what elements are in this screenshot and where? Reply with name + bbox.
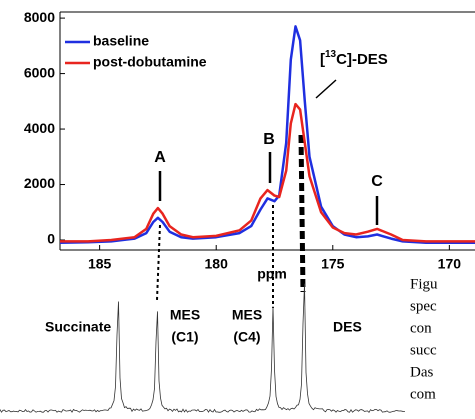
legend-label: baseline [93, 33, 149, 49]
x-tick-label: 180 [205, 256, 229, 272]
caption-line: com [410, 386, 436, 402]
spectrum-label: (C4) [233, 329, 260, 345]
peak-label: C [371, 173, 383, 190]
caption-line: con [410, 320, 432, 336]
peak-label: B [263, 131, 275, 148]
y-tick-label: 8000 [24, 9, 55, 25]
peak-label: A [154, 149, 166, 166]
caption-line: succ [410, 342, 437, 358]
spectrum-label: MES [170, 307, 200, 323]
spectrum-label: MES [232, 307, 262, 323]
legend-label: post-dobutamine [93, 54, 207, 70]
figure: ppm A B C [13C]-DES Succinate MES (C1) M… [0, 0, 475, 419]
caption-line: Figu [410, 276, 438, 292]
spectrum-label: Succinate [45, 319, 111, 335]
x-tick-label: 175 [321, 256, 345, 272]
y-tick-label: 6000 [24, 64, 55, 80]
x-tick-label: 170 [438, 256, 462, 272]
y-tick-label: 0 [47, 231, 55, 247]
caption-line: spec [410, 298, 437, 314]
y-tick-label: 4000 [24, 120, 55, 136]
des-label-part: C]-DES [336, 51, 388, 68]
spectrum-label: (C1) [171, 329, 198, 345]
des-label-sup: 13 [325, 49, 337, 60]
caption-line: Das [410, 364, 433, 380]
y-tick-label: 2000 [24, 175, 55, 191]
x-tick-label: 185 [88, 256, 112, 272]
spectrum-label: DES [333, 319, 362, 335]
